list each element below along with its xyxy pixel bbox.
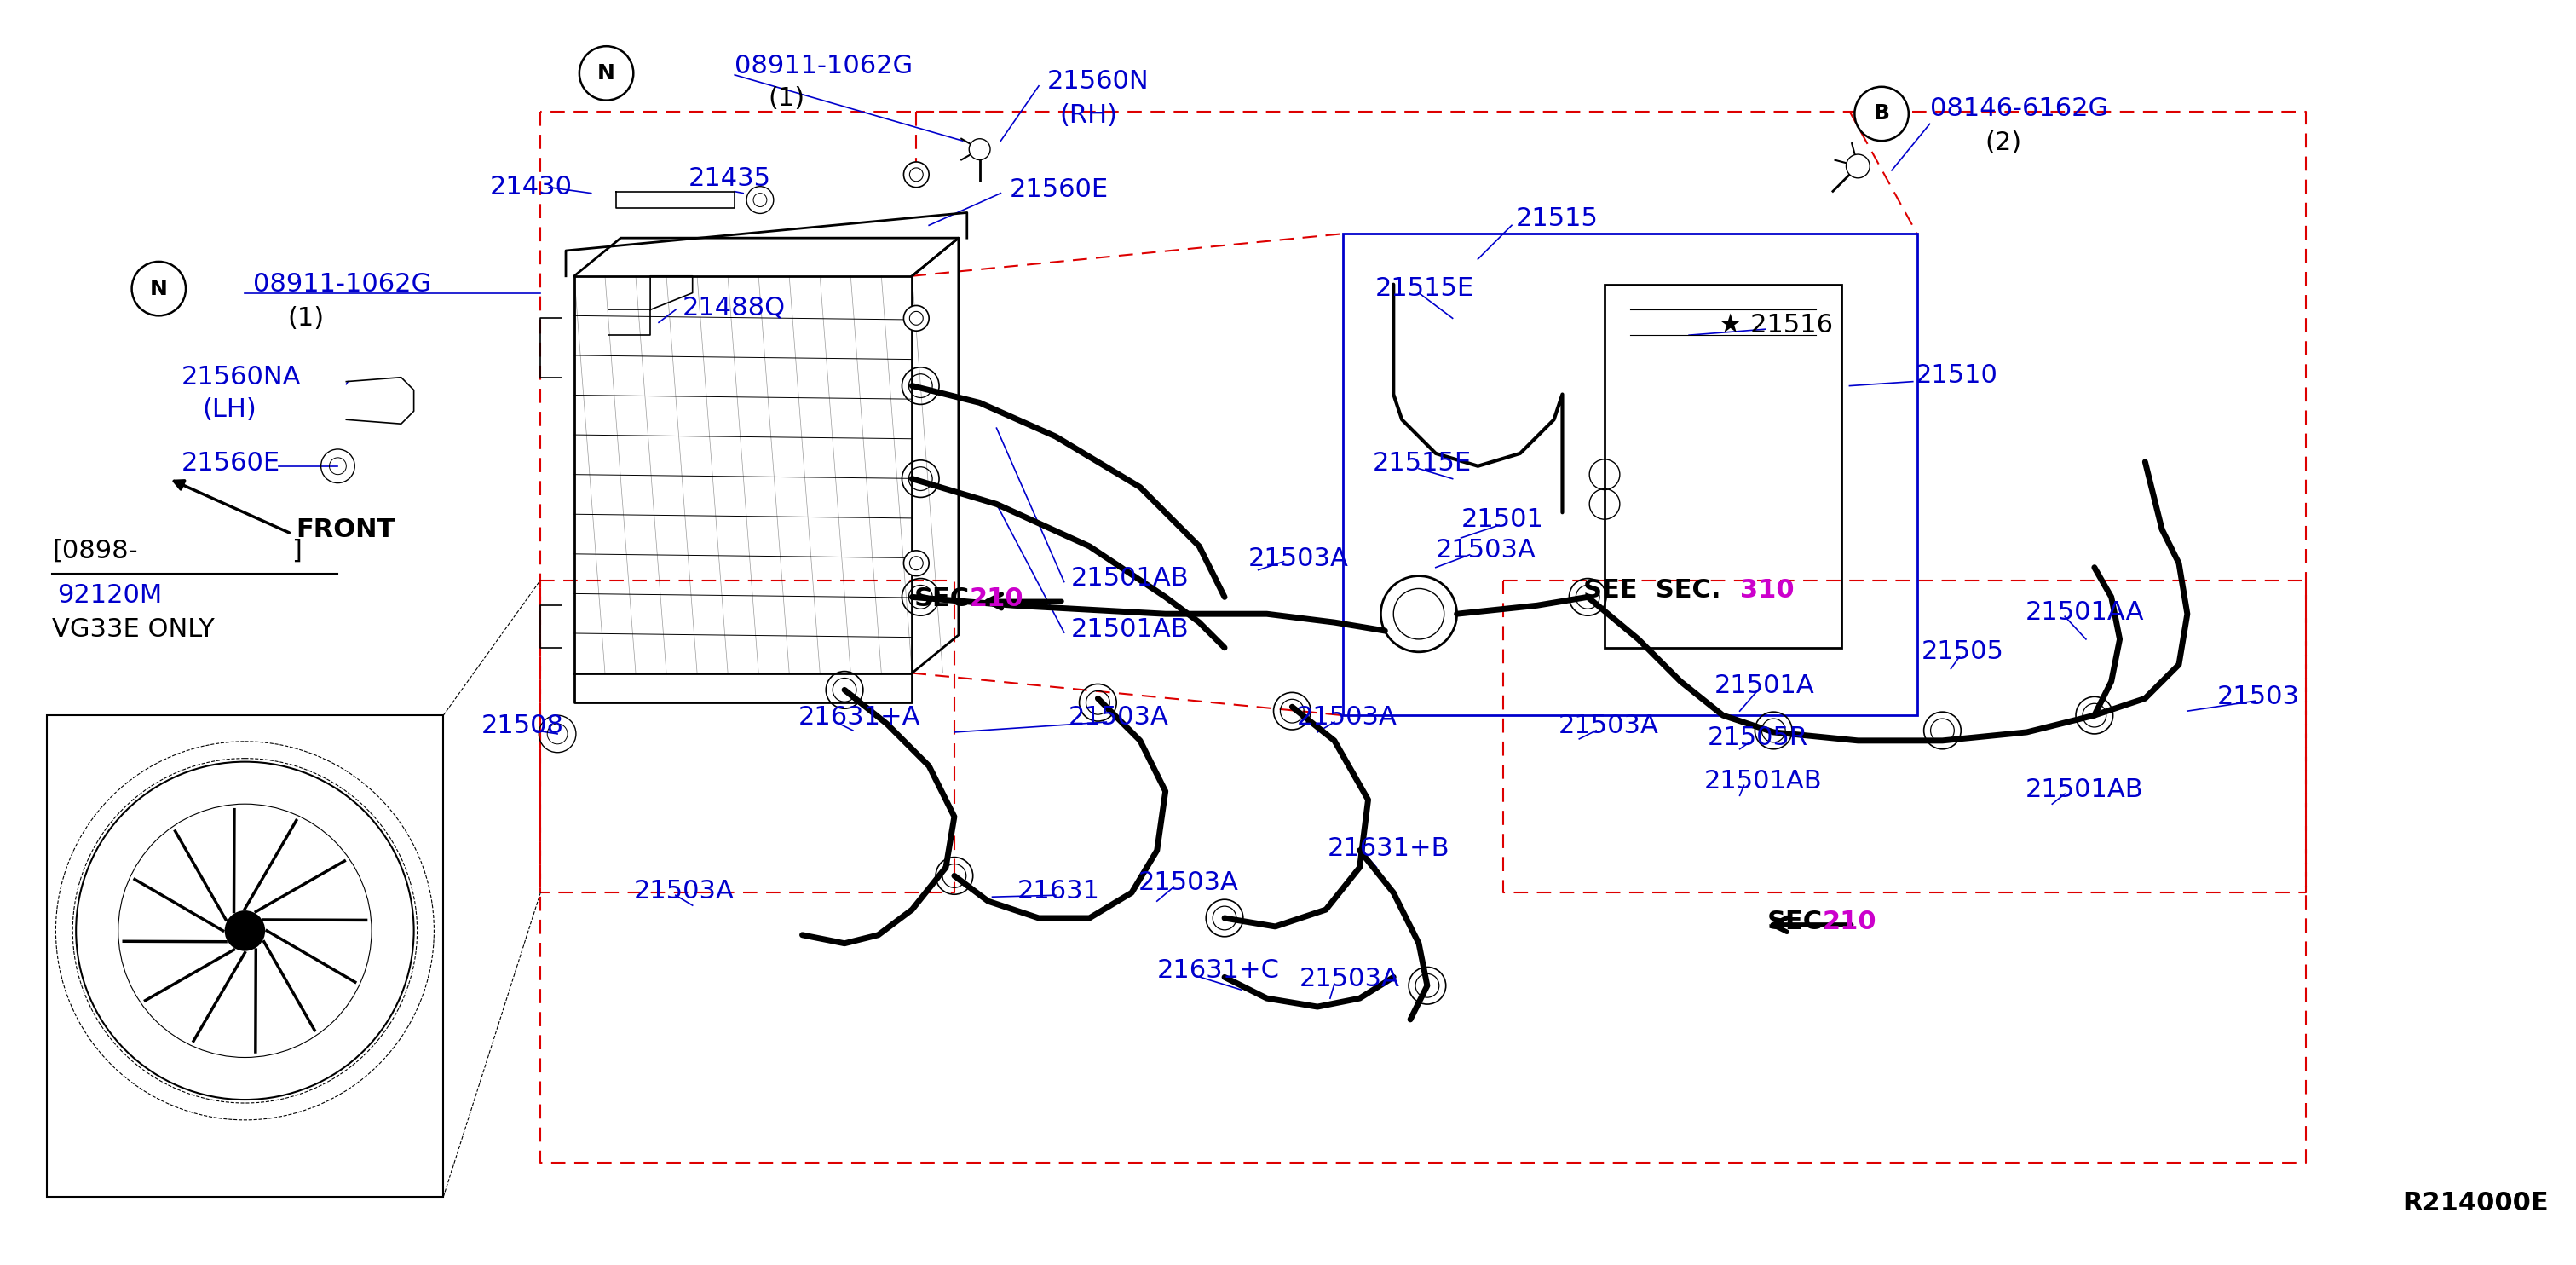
Text: (1): (1) <box>768 86 806 111</box>
Text: 21503A: 21503A <box>1139 870 1239 894</box>
Text: 310: 310 <box>1739 578 1793 602</box>
Text: 21515: 21515 <box>1515 206 1600 231</box>
Text: 08911-1062G: 08911-1062G <box>734 54 912 78</box>
Text: 21631: 21631 <box>1018 879 1100 903</box>
Text: ★ 21516: ★ 21516 <box>1718 312 1832 338</box>
Text: VG33E ONLY: VG33E ONLY <box>52 617 214 641</box>
Text: (2): (2) <box>1984 130 2022 154</box>
Text: 21503A: 21503A <box>1298 966 1399 992</box>
Text: 21503A: 21503A <box>1435 538 1535 563</box>
Text: 21560NA: 21560NA <box>180 366 301 390</box>
Text: 21510: 21510 <box>1917 363 1999 388</box>
Text: (LH): (LH) <box>204 397 258 421</box>
Text: 21503: 21503 <box>2218 684 2300 710</box>
Bar <box>46 715 443 1197</box>
Text: 08911-1062G: 08911-1062G <box>252 272 433 297</box>
Text: ]: ] <box>291 538 301 563</box>
Circle shape <box>904 162 930 187</box>
Text: 21501: 21501 <box>1461 507 1543 531</box>
Text: SEC.: SEC. <box>1767 910 1832 935</box>
Text: (1): (1) <box>286 306 325 330</box>
Text: 21503A: 21503A <box>1069 705 1170 730</box>
Circle shape <box>131 262 185 316</box>
Text: 21505R: 21505R <box>1708 726 1808 750</box>
Text: 21560E: 21560E <box>180 452 281 476</box>
Text: 21503A: 21503A <box>1249 546 1350 572</box>
Text: [0898-: [0898- <box>52 538 139 563</box>
Text: 92120M: 92120M <box>57 583 162 607</box>
Text: 21503A: 21503A <box>1296 705 1396 730</box>
Circle shape <box>224 911 265 951</box>
Text: 21508: 21508 <box>482 713 564 737</box>
Text: SEE  SEC.: SEE SEC. <box>1584 578 1721 602</box>
Text: 21430: 21430 <box>489 175 572 200</box>
Circle shape <box>580 47 634 100</box>
Circle shape <box>904 550 930 576</box>
Circle shape <box>904 306 930 331</box>
Text: 21560N: 21560N <box>1048 70 1149 94</box>
Text: 21515E: 21515E <box>1376 276 1473 301</box>
Text: SEC.: SEC. <box>914 587 979 611</box>
Text: 21631+C: 21631+C <box>1157 958 1280 983</box>
Text: 210: 210 <box>1821 910 1878 935</box>
Text: 21631+A: 21631+A <box>799 705 920 730</box>
Text: 21501AB: 21501AB <box>2025 777 2143 802</box>
Text: 21501AA: 21501AA <box>2025 600 2143 625</box>
Text: 21501AB: 21501AB <box>1705 769 1821 793</box>
Text: N: N <box>598 63 616 83</box>
Text: 21560E: 21560E <box>1010 177 1108 202</box>
Text: 21501AB: 21501AB <box>1072 565 1190 591</box>
Text: R214000E: R214000E <box>2403 1192 2548 1216</box>
Text: 21488Q: 21488Q <box>683 296 786 320</box>
Text: 21631+B: 21631+B <box>1327 836 1450 861</box>
Text: 21501AB: 21501AB <box>1072 617 1190 641</box>
Bar <box>1342 234 1917 715</box>
Text: 08146-6162G: 08146-6162G <box>1929 96 2107 121</box>
Circle shape <box>1847 154 1870 178</box>
Text: 210: 210 <box>969 587 1023 611</box>
Text: 21505: 21505 <box>1922 640 2004 664</box>
Text: 21501A: 21501A <box>1716 673 1814 698</box>
Text: 21503A: 21503A <box>634 879 734 903</box>
Text: 21435: 21435 <box>688 167 770 191</box>
Bar <box>1605 285 1842 648</box>
Text: N: N <box>149 278 167 299</box>
Text: 21515E: 21515E <box>1373 452 1471 476</box>
Text: B: B <box>1873 104 1891 124</box>
Text: 21503A: 21503A <box>1558 713 1659 737</box>
Text: (RH): (RH) <box>1059 104 1118 128</box>
Circle shape <box>1855 87 1909 140</box>
Circle shape <box>969 139 989 159</box>
Text: FRONT: FRONT <box>296 517 394 541</box>
